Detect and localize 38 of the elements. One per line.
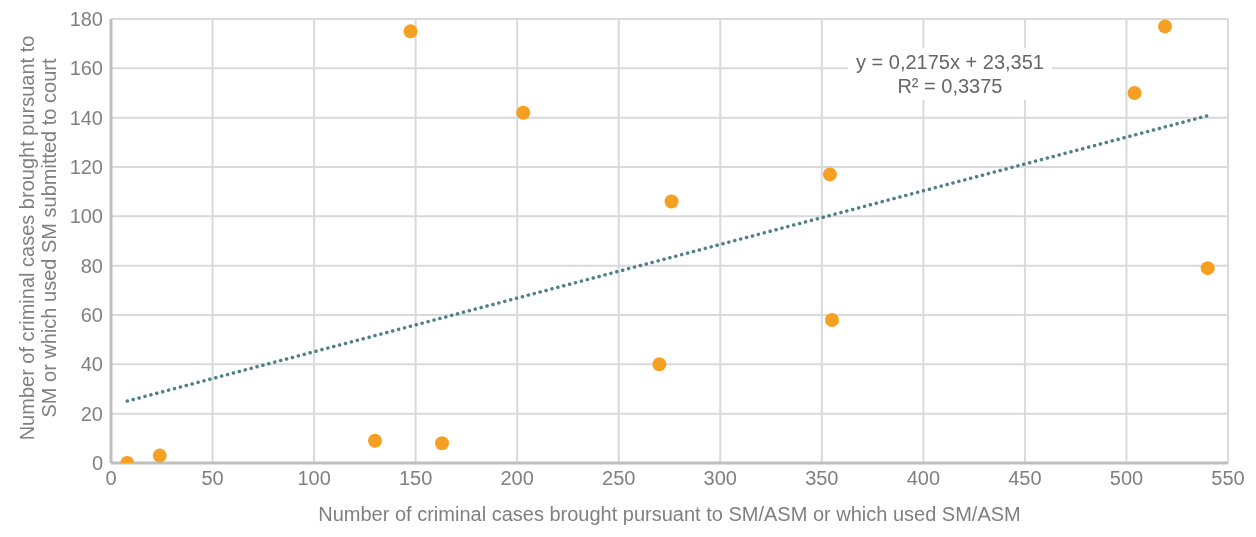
x-tick-label: 350: [805, 467, 839, 490]
x-tick-label: 550: [1211, 467, 1245, 490]
y-tick-label: 60: [80, 304, 103, 327]
point: [822, 167, 837, 182]
y-axis-title: Number of criminal cases brought pursuant to SM or which used SM submitted to court: [16, 34, 60, 443]
y-tick-label: 140: [69, 106, 103, 129]
y-tick-label: 0: [91, 452, 103, 475]
y-tick-label: 40: [80, 353, 103, 376]
x-axis-title: Number of criminal cases brought pursuant to SM/ASM or which used SM/ASM: [317, 503, 1022, 526]
point: [1200, 261, 1215, 276]
x-tick-label: 50: [201, 467, 224, 490]
y-tick-label: 80: [80, 254, 103, 277]
point: [435, 436, 450, 451]
y-tick-label: 120: [69, 156, 103, 179]
annotation: y = 0,2175x + 23,351: [856, 50, 1044, 74]
point: [152, 448, 167, 463]
x-tick-label: 450: [1008, 467, 1042, 490]
point: [824, 312, 839, 327]
point: [664, 194, 679, 209]
annotation: R² = 0,3375: [896, 74, 1004, 98]
x-tick-label: 200: [500, 467, 534, 490]
x-tick-label: 250: [602, 467, 636, 490]
x-tick-label: 0: [105, 467, 117, 490]
x-tick-label: 150: [398, 467, 433, 490]
x-tick-label: 500: [1109, 467, 1144, 490]
point: [516, 105, 531, 120]
y-tick-label: 160: [69, 57, 103, 80]
point: [652, 357, 667, 372]
point: [1127, 86, 1142, 100]
x-tick-label: 100: [297, 467, 331, 490]
x-tick-label: 300: [703, 467, 737, 490]
point: [368, 433, 383, 448]
y-tick-label: 180: [69, 8, 103, 31]
point: [403, 24, 418, 39]
y-tick-label: 20: [80, 402, 103, 425]
x-tick-label: 400: [906, 467, 941, 490]
y-tick-label: 100: [69, 205, 103, 228]
point: [1158, 19, 1173, 34]
